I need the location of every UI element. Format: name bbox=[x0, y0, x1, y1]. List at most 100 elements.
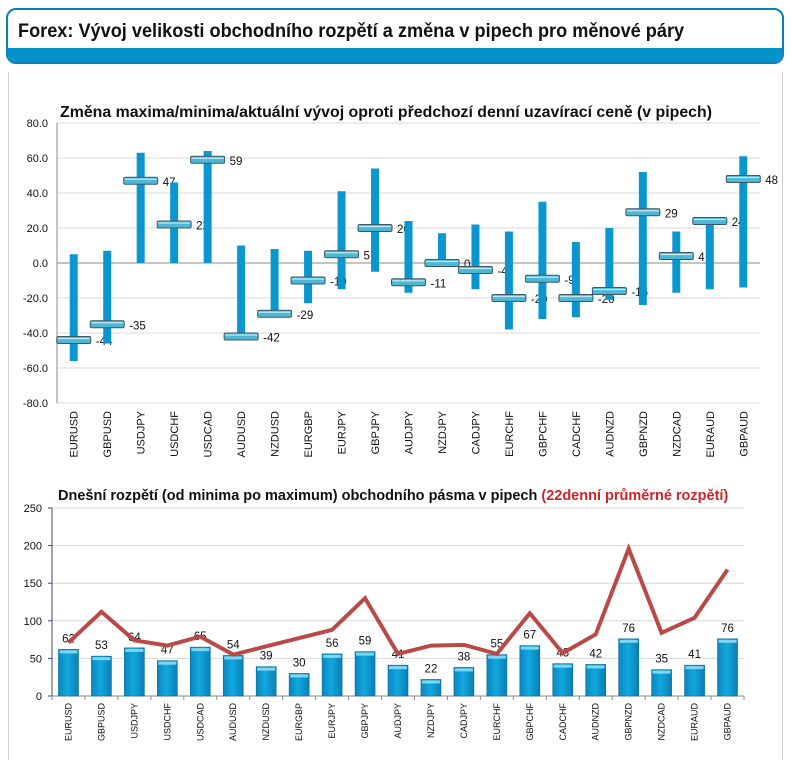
y-tick-label: 0.0 bbox=[33, 258, 48, 270]
bar bbox=[420, 679, 442, 697]
data-label: 38 bbox=[458, 651, 471, 663]
x-tick-label: USDJPY bbox=[136, 410, 148, 454]
range-bar bbox=[471, 224, 480, 290]
y-tick-label: 100 bbox=[24, 616, 42, 628]
x-tick-label: AUDJPY bbox=[393, 703, 403, 739]
x-tick-label: GBPNZD bbox=[638, 411, 650, 457]
x-tick-label: NZDCAD bbox=[657, 703, 667, 741]
average-line bbox=[67, 543, 730, 657]
bar-top-highlight bbox=[158, 661, 177, 665]
bar-top-highlight bbox=[59, 650, 78, 654]
current-marker bbox=[89, 320, 125, 329]
range-bar bbox=[371, 168, 380, 272]
x-tick-label: USDCHF bbox=[169, 411, 181, 457]
x-tick-label: CADCHF bbox=[571, 411, 583, 457]
current-marker bbox=[424, 259, 460, 267]
range-bar bbox=[404, 221, 413, 293]
y-tick-label: -60.0 bbox=[23, 363, 48, 375]
data-label: -4 bbox=[497, 266, 508, 278]
current-marker bbox=[156, 220, 192, 229]
y-tick-label: -20.0 bbox=[23, 293, 48, 305]
chart-title: Změna maxima/minima/aktuální vývoj oprot… bbox=[60, 104, 712, 121]
data-label: 39 bbox=[260, 651, 273, 663]
grid-lines bbox=[56, 122, 760, 404]
current-marker bbox=[123, 176, 159, 185]
data-label: -35 bbox=[129, 320, 146, 332]
x-tick-label: EURJPY bbox=[327, 703, 337, 739]
x-tick-label: NZDJPY bbox=[437, 410, 449, 453]
range-bar bbox=[672, 231, 681, 293]
x-tick-label: NZDCAD bbox=[671, 411, 683, 457]
current-marker bbox=[391, 278, 426, 287]
y-axis-ticks: 80.0 60.0 40.0 20.0 0.0 -20.0 -40.0 -60.0 -80.0 bbox=[23, 118, 48, 410]
data-label: 54 bbox=[227, 639, 240, 651]
current-marker bbox=[190, 155, 226, 164]
chart-title-wrapper: Dnešní rozpětí (od minima po maximum) ob… bbox=[58, 488, 728, 504]
bar bbox=[453, 667, 475, 697]
page-header: Forex: Vývoj velikosti obchodního rozpět… bbox=[6, 8, 784, 64]
bar bbox=[717, 638, 738, 697]
x-tick-label: GBPCHF bbox=[525, 703, 535, 741]
data-label: 5 bbox=[364, 250, 370, 262]
bar-top-highlight bbox=[356, 652, 375, 656]
data-label: -11 bbox=[431, 278, 447, 290]
x-tick-label: AUDNZD bbox=[604, 411, 616, 457]
x-tick-label: NZDJPY bbox=[426, 703, 436, 738]
data-label: 47 bbox=[161, 645, 174, 657]
bar-top-highlight bbox=[191, 648, 210, 652]
bar-top-highlight bbox=[92, 657, 111, 661]
bar bbox=[157, 660, 178, 697]
range-bar bbox=[237, 245, 246, 340]
current-marker bbox=[457, 266, 493, 274]
x-tick-label: GBPJPY bbox=[370, 410, 382, 454]
x-tick-label: CADJPY bbox=[459, 703, 469, 739]
bar bbox=[387, 664, 409, 697]
x-tick-label: AUDUSD bbox=[228, 703, 238, 742]
x-tick-label: EURCHF bbox=[492, 702, 502, 740]
x-tick-label: GBPAUD bbox=[723, 703, 733, 741]
range-bar bbox=[605, 228, 614, 300]
bar bbox=[651, 669, 672, 697]
x-tick-label: EURGBP bbox=[294, 703, 304, 741]
x-tick-label: GBPJPY bbox=[360, 703, 370, 739]
current-marker bbox=[56, 336, 92, 344]
x-tick-label: GBPUSD bbox=[96, 703, 106, 742]
data-label: 48 bbox=[765, 175, 778, 187]
y-tick-label: 200 bbox=[24, 541, 42, 553]
header-accent-band bbox=[8, 48, 782, 62]
bar bbox=[486, 654, 508, 697]
bar bbox=[124, 647, 145, 697]
bar-top-highlight bbox=[290, 674, 309, 678]
range-bar bbox=[103, 250, 112, 344]
y-tick-label: -80.0 bbox=[23, 398, 48, 410]
x-tick-label: USDCAD bbox=[203, 411, 215, 458]
y-tick-label: 20.0 bbox=[27, 223, 48, 235]
x-tick-label: NZDUSD bbox=[261, 703, 271, 741]
chart-title-highlight: (22denní průměrné rozpětí) bbox=[541, 488, 728, 504]
current-marker bbox=[257, 309, 293, 318]
bar-top-highlight bbox=[125, 648, 144, 652]
x-tick-label: AUDJPY bbox=[404, 410, 416, 454]
x-tick-label: AUDNZD bbox=[591, 703, 601, 741]
data-label: -9 bbox=[564, 275, 574, 287]
y-tick-label: -40.0 bbox=[23, 328, 48, 340]
x-axis-labels: EURUSD GBPUSD USDJPY USDCHF USDCAD AUDUSD NZDU… bbox=[63, 702, 732, 741]
range-bar bbox=[705, 219, 714, 290]
bar bbox=[91, 655, 112, 697]
data-label: 4 bbox=[698, 252, 705, 264]
bar-top-highlight bbox=[224, 656, 243, 660]
bar-top-highlight bbox=[389, 666, 407, 670]
bar bbox=[585, 664, 607, 697]
x-tick-label: AUDUSD bbox=[236, 411, 248, 458]
range-bar bbox=[571, 242, 580, 318]
x-tick-label: NZDUSD bbox=[270, 411, 282, 457]
spread-chart: Dnešní rozpětí (od minima po maximum) ob… bbox=[24, 488, 745, 741]
range-bar bbox=[270, 249, 279, 314]
range-bar bbox=[739, 156, 748, 288]
data-label: 67 bbox=[523, 630, 536, 642]
x-tick-label: EURCHF bbox=[504, 411, 516, 457]
range-bar bbox=[337, 191, 346, 290]
data-label: 35 bbox=[655, 654, 668, 666]
range-bar bbox=[136, 152, 145, 263]
